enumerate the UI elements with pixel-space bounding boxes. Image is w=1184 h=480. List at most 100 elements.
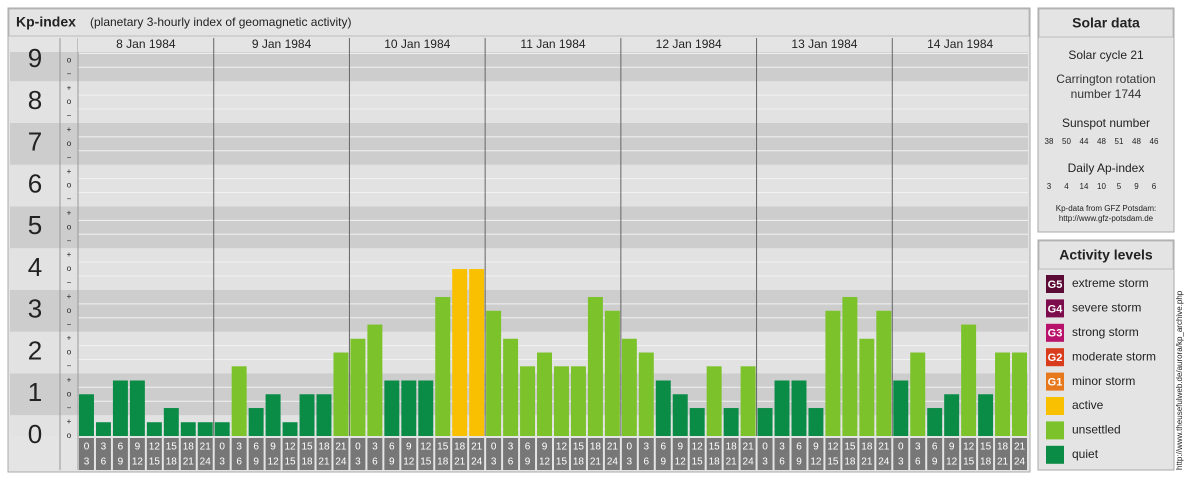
hour-cell bbox=[79, 438, 94, 470]
y-subtick: − bbox=[67, 69, 72, 78]
hour-label: 9 bbox=[406, 442, 412, 453]
hour-cell bbox=[621, 438, 637, 470]
hour-cell bbox=[503, 438, 519, 470]
bar bbox=[723, 408, 739, 436]
hour-label: 3 bbox=[491, 457, 497, 468]
hour-label: 0 bbox=[898, 442, 904, 453]
hour-label: 0 bbox=[627, 442, 633, 453]
bar bbox=[740, 366, 756, 436]
hour-label: 21 bbox=[878, 442, 890, 453]
hour-label: 24 bbox=[878, 457, 890, 468]
hour-cell bbox=[740, 438, 756, 470]
legend-label: extreme storm bbox=[1072, 276, 1149, 290]
hour-label: 24 bbox=[743, 457, 755, 468]
hour-cell bbox=[842, 438, 858, 470]
hour-label: 18 bbox=[726, 442, 738, 453]
hour-cell bbox=[146, 438, 162, 470]
y-band bbox=[10, 81, 1028, 123]
hour-cell bbox=[95, 438, 111, 470]
hour-label: 12 bbox=[539, 457, 551, 468]
bar bbox=[112, 380, 128, 436]
hour-cell bbox=[604, 438, 620, 470]
bar bbox=[706, 366, 722, 436]
hour-cell bbox=[486, 438, 502, 470]
hour-label: 3 bbox=[219, 457, 225, 468]
y-tick-label: 4 bbox=[28, 252, 42, 282]
ap-value: 9 bbox=[1134, 182, 1139, 191]
carrington-box: Carrington rotation number 1744 bbox=[1056, 72, 1155, 101]
ap-value: 5 bbox=[1117, 182, 1122, 191]
y-subtick: o bbox=[67, 97, 72, 106]
bar bbox=[316, 394, 332, 436]
y-tick-label: 9 bbox=[28, 43, 42, 73]
y-subtick: − bbox=[67, 278, 72, 287]
bar bbox=[672, 394, 688, 436]
bar bbox=[995, 352, 1011, 436]
hour-label: 9 bbox=[542, 442, 548, 453]
y-subtick: + bbox=[67, 209, 72, 218]
hour-cell bbox=[554, 438, 569, 470]
bar bbox=[367, 324, 383, 436]
hour-label: 21 bbox=[726, 457, 738, 468]
y-tick-label: 3 bbox=[28, 294, 42, 324]
hour-label: 9 bbox=[253, 457, 259, 468]
hour-label: 9 bbox=[932, 457, 938, 468]
legend-code: G2 bbox=[1048, 352, 1063, 364]
bar bbox=[265, 394, 281, 436]
bar bbox=[791, 380, 807, 436]
bar bbox=[944, 394, 960, 436]
bar bbox=[214, 422, 230, 436]
hour-cell bbox=[655, 438, 671, 470]
hour-label: 6 bbox=[372, 457, 378, 468]
hour-cell bbox=[570, 438, 586, 470]
y-band bbox=[10, 415, 1028, 436]
hour-label: 24 bbox=[607, 457, 619, 468]
hour-label: 15 bbox=[166, 442, 178, 453]
hour-cell bbox=[197, 438, 213, 470]
bar bbox=[774, 380, 790, 436]
ap-label: Daily Ap-index bbox=[1068, 161, 1145, 175]
bar bbox=[248, 408, 264, 436]
hour-label: 18 bbox=[573, 457, 585, 468]
bar bbox=[961, 324, 977, 436]
day-label: 12 Jan 1984 bbox=[656, 37, 722, 51]
y-subtick: o bbox=[67, 389, 72, 398]
hour-cell bbox=[231, 438, 247, 470]
bar bbox=[842, 297, 858, 436]
hour-label: 6 bbox=[660, 442, 666, 453]
legend-label: unsettled bbox=[1072, 423, 1121, 437]
ap-value: 10 bbox=[1097, 182, 1106, 191]
bar bbox=[520, 366, 536, 436]
y-subtick: + bbox=[67, 125, 72, 134]
legend-label: active bbox=[1072, 398, 1104, 412]
bar bbox=[638, 352, 654, 436]
day-label: 13 Jan 1984 bbox=[791, 37, 857, 51]
y-band bbox=[10, 122, 1028, 165]
hour-cell bbox=[825, 438, 841, 470]
legend-swatch bbox=[1046, 372, 1064, 391]
bar bbox=[910, 352, 926, 436]
hour-label: 21 bbox=[183, 457, 195, 468]
y-tick-label: 8 bbox=[28, 85, 42, 115]
hour-label: 21 bbox=[471, 442, 483, 453]
hour-cell bbox=[265, 438, 281, 470]
y-subtick: o bbox=[67, 181, 72, 190]
hour-label: 3 bbox=[915, 442, 921, 453]
legend-code: G4 bbox=[1048, 303, 1064, 315]
hour-label: 15 bbox=[420, 457, 432, 468]
day-label: 8 Jan 1984 bbox=[116, 37, 176, 51]
solar-title-bar bbox=[1038, 8, 1174, 38]
hour-label: 24 bbox=[1014, 457, 1026, 468]
hour-label: 3 bbox=[355, 457, 361, 468]
bar bbox=[978, 394, 994, 436]
hour-cell bbox=[469, 438, 485, 470]
bar bbox=[503, 338, 519, 436]
hour-cell bbox=[927, 438, 943, 470]
y-subtick: + bbox=[67, 83, 72, 92]
hour-cell bbox=[961, 438, 977, 470]
bar bbox=[859, 338, 875, 436]
y-tick-label: 2 bbox=[28, 335, 42, 365]
day-label: 14 Jan 1984 bbox=[927, 37, 993, 51]
y-tick-label: 5 bbox=[28, 210, 42, 240]
